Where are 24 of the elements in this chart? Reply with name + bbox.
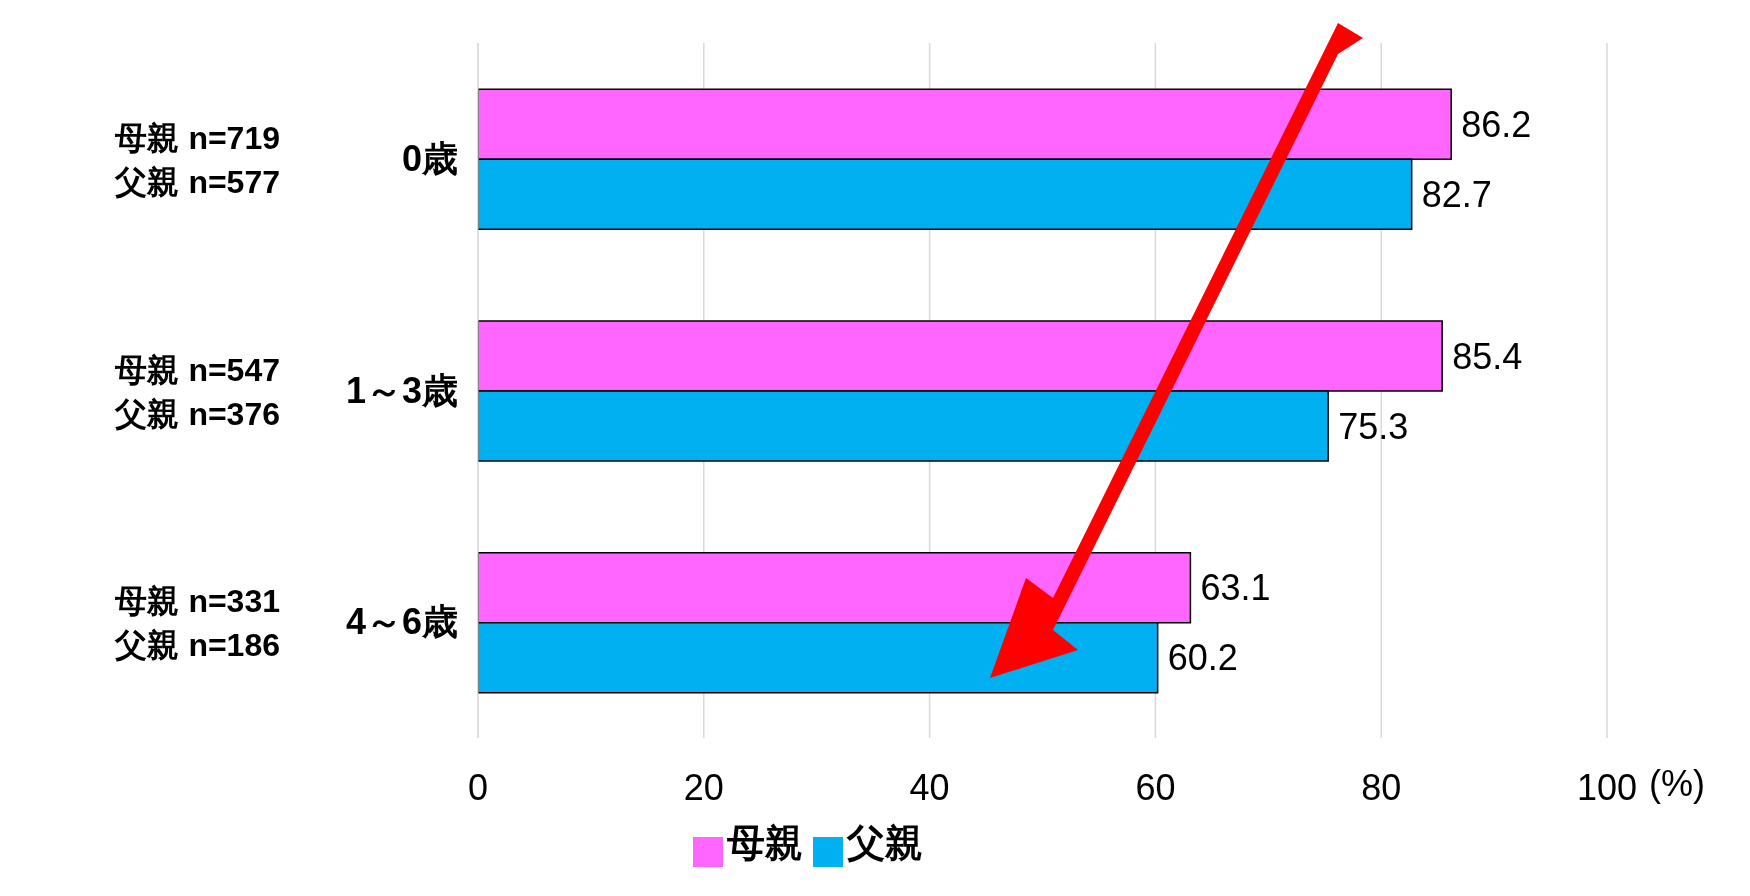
- data-label: 85.4: [1452, 335, 1523, 377]
- text: 父親 n=186: [114, 627, 280, 664]
- data-label: 86.2: [1461, 104, 1532, 146]
- data-label: 75.3: [1338, 405, 1409, 447]
- data-label: 63.1: [1200, 567, 1271, 609]
- legend-label: 母親: [726, 822, 803, 864]
- x-tick-label: 60: [1135, 766, 1176, 808]
- text: 父親 n=577: [114, 163, 280, 200]
- text: 母親 n=547: [114, 351, 280, 388]
- x-tick-label: 20: [683, 766, 724, 808]
- x-tick-label: 100: [1576, 766, 1638, 808]
- x-axis-title: (%): [1649, 763, 1705, 804]
- y-tick-label: 1～3歳: [345, 369, 458, 411]
- legend-label: 父親: [846, 822, 923, 864]
- data-label: 82.7: [1421, 174, 1492, 216]
- x-tick-label: 40: [909, 766, 950, 808]
- y-tick-label: 0歳: [401, 137, 458, 179]
- text: 母親 n=331: [114, 583, 280, 620]
- x-tick-label: 0: [467, 766, 489, 808]
- text: 父親 n=376: [114, 395, 280, 432]
- x-tick-label: 80: [1361, 766, 1402, 808]
- y-tick-label: 4～6歳: [345, 601, 458, 643]
- data-label: 60.2: [1167, 637, 1238, 679]
- text: 母親 n=719: [114, 119, 280, 156]
